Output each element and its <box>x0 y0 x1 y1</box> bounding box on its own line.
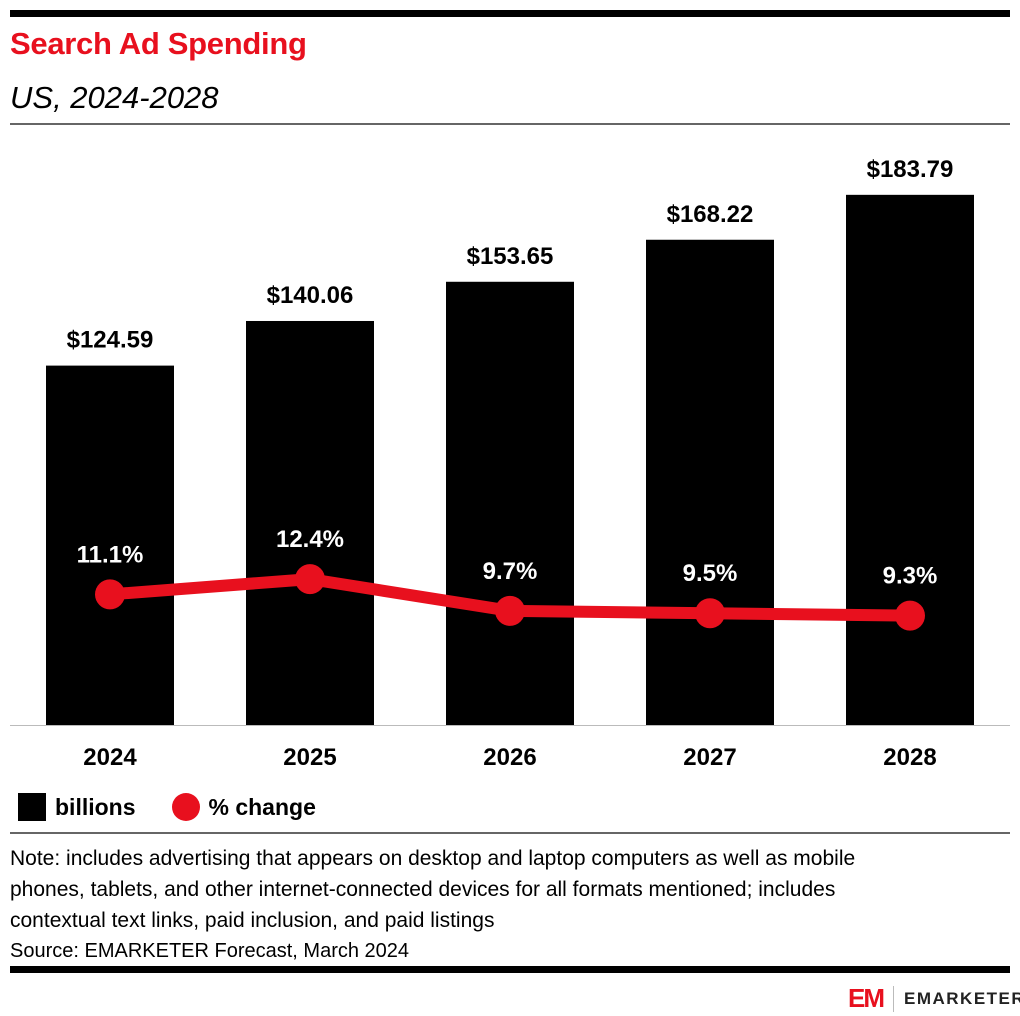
bar-value-label: $140.06 <box>267 282 354 309</box>
line-point-2027 <box>695 598 725 629</box>
divider <box>10 123 1010 125</box>
logo-separator <box>893 985 894 1012</box>
bar-value-label: $183.79 <box>867 156 954 183</box>
line-value-label: 9.3% <box>883 563 938 590</box>
x-tick-label: 2024 <box>83 744 137 771</box>
bar-2028 <box>846 194 974 725</box>
line-value-label: 9.7% <box>483 558 538 585</box>
logo-text: EMARKETER <box>904 988 1020 1008</box>
legend-swatch-bars <box>18 793 46 821</box>
line-value-label: 9.5% <box>683 560 738 587</box>
legend-label-line: % change <box>208 793 316 820</box>
legend-label-bars: billions <box>55 793 136 820</box>
note-line: phones, tablets, and other internet-conn… <box>10 878 836 901</box>
bottom-rule <box>10 966 1010 973</box>
bar-2025 <box>246 320 374 725</box>
legend-swatch-line <box>171 793 200 821</box>
bar-2026 <box>446 281 574 725</box>
line-value-label: 11.1% <box>77 541 144 568</box>
logo-mark: EM <box>848 983 885 1013</box>
bar-value-label: $153.65 <box>467 243 554 270</box>
note-line: contextual text links, paid inclusion, a… <box>10 909 495 932</box>
bar-value-label: $124.59 <box>67 327 154 354</box>
x-tick-label: 2027 <box>683 744 736 771</box>
chart-title: Search Ad Spending <box>10 26 307 61</box>
x-tick-label: 2026 <box>483 744 536 771</box>
x-tick-label: 2028 <box>883 744 936 771</box>
bar-2027 <box>646 239 774 725</box>
bar-value-label: $168.22 <box>667 201 754 228</box>
emarketer-logo: EM EMARKETER <box>848 983 1020 1014</box>
note: Note: includes advertising that appears … <box>10 843 855 936</box>
line-point-2026 <box>495 595 525 626</box>
chart-subtitle: US, 2024-2028 <box>10 80 219 115</box>
chart: $124.59 2024 $140.06 2025 $153.65 2026 $168.22… <box>10 156 1010 771</box>
line-point-2024 <box>95 579 125 610</box>
line-point-2025 <box>295 564 325 595</box>
line-value-label: 12.4% <box>276 526 344 553</box>
x-tick-label: 2025 <box>283 744 336 771</box>
top-rule <box>10 10 1010 17</box>
divider <box>10 832 1010 834</box>
note-line: Note: includes advertising that appears … <box>10 847 856 870</box>
line-point-2028 <box>895 600 925 631</box>
bar-2024 <box>46 365 174 725</box>
legend: billions % change <box>18 793 316 821</box>
source: Source: EMARKETER Forecast, March 2024 <box>10 940 410 962</box>
